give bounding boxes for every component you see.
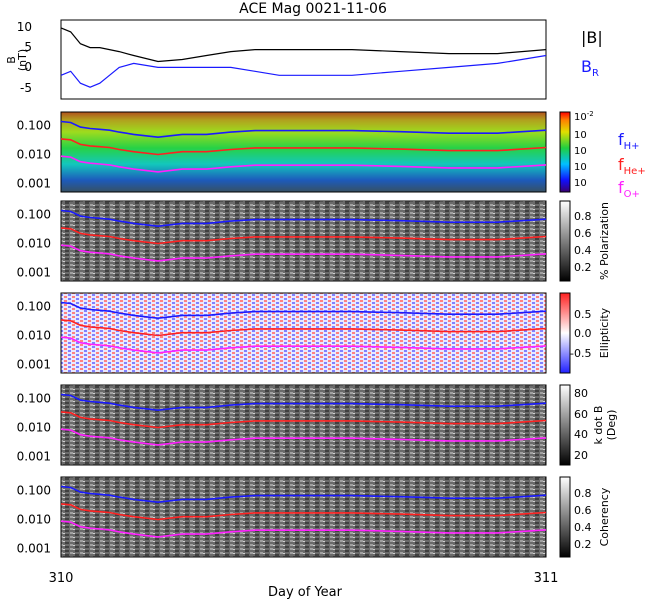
colorbar-ellipticity <box>559 292 571 374</box>
colorbar-polarization <box>559 200 571 282</box>
colorbar-kdotb <box>559 384 571 466</box>
panel-b-ylabel: B <box>5 56 18 64</box>
colorbar-kdotb-tick-2: 40 <box>574 428 588 441</box>
panel-polarization: 0.8 0.6 0.4 0.2 % Polarization <box>60 200 611 282</box>
gyro-line-heplus-panel-4 <box>60 319 547 337</box>
colorbar-pol-tick-0: 0.8 <box>574 210 592 223</box>
panel-b-yticks: 10 5 0 -5 <box>17 20 32 95</box>
colorbar-ell-tick-2: -0.5 <box>570 347 591 360</box>
freq-tick-label-panel-5: 0.010 <box>17 421 51 435</box>
panel-power: 10-2 10 10 10 10 fH+ fHe+ fO+ <box>60 110 646 200</box>
colorbar-coh-tick-0: 0.8 <box>574 487 592 500</box>
colorbar-coh-tick-3: 0.2 <box>574 538 592 551</box>
gyro-line-hplus-panel-2 <box>60 120 547 139</box>
freq-tick-label-panel-2: 0.001 <box>17 176 51 190</box>
gyro-line-oplus-panel-4 <box>60 336 547 354</box>
gyro-line-hplus-panel-5 <box>60 393 547 412</box>
colorbar-pol-title: % Polarization <box>598 202 611 280</box>
freq-tick-label-panel-4: 0.010 <box>17 329 51 343</box>
panel-polarization-frame <box>60 200 547 282</box>
freq-tick-label-panel-2: 0.100 <box>17 119 51 133</box>
colorbar-power-tick-4: 10 <box>574 178 587 189</box>
freq-tick-label-panel-6: 0.010 <box>17 513 51 527</box>
panel-ellipticity-frame <box>60 292 547 374</box>
colorbar-power-tick-0: 10-2 <box>574 110 594 123</box>
colorbar-kdotb-tick-3: 20 <box>574 449 588 462</box>
gyro-line-heplus-panel-2 <box>60 138 547 156</box>
colorbar-power <box>559 111 571 193</box>
freq-tick-label-panel-3: 0.100 <box>17 208 51 222</box>
colorbar-coh-title: Coherency <box>598 487 611 546</box>
series-br-line <box>60 54 547 88</box>
colorbar-ell-tick-1: 0.0 <box>574 327 592 340</box>
colorbar-pol-tick-3: 0.2 <box>574 261 592 274</box>
colorbar-kdotb-tick-1: 60 <box>574 408 588 421</box>
gyro-line-oplus-panel-2 <box>60 155 547 173</box>
panel-kdotb: 80 60 40 20 k dot B (Deg) <box>60 384 618 466</box>
gyro-line-heplus-panel-5 <box>60 411 547 429</box>
panel-b-field: 10 5 0 -5 B (nT) |B| BR <box>5 19 603 100</box>
freq-tick-label-panel-4: 0.001 <box>17 357 51 371</box>
x-axis-label: Day of Year <box>268 585 343 600</box>
series-bmag-line <box>60 27 547 63</box>
frequency-tick-labels: 0.100 0.010 0.001 0.100 0.010 0.001 0.100 0.010… <box>17 119 51 556</box>
colorbar-coh-tick-1: 0.6 <box>574 504 592 517</box>
ytick-0: 0 <box>24 60 32 74</box>
gyro-line-oplus-panel-3 <box>60 244 547 262</box>
colorbar-pol-tick-2: 0.4 <box>574 244 592 257</box>
chart-title: ACE Mag 0021-11-06 <box>239 1 387 17</box>
panel-ellipticity: 0.5 0.0 -0.5 Ellipticity <box>60 292 611 374</box>
gyro-line-hplus-panel-4 <box>60 301 547 320</box>
panel-b-frame <box>60 19 547 100</box>
panel-coherency-frame <box>60 476 547 558</box>
gyro-line-hplus-panel-6 <box>60 485 547 504</box>
freq-tick-label-panel-4: 0.100 <box>17 300 51 314</box>
xtick-310: 310 <box>49 571 74 586</box>
legend-br-label: BR <box>581 57 599 79</box>
freq-tick-label-panel-6: 0.100 <box>17 484 51 498</box>
colorbar-ell-tick-0: 0.5 <box>574 308 592 321</box>
xtick-311: 311 <box>534 571 559 586</box>
gyro-line-heplus-panel-6 <box>60 503 547 521</box>
gyro-line-heplus-panel-3 <box>60 227 547 245</box>
colorbar-kdotb-title: k dot B <box>592 406 605 445</box>
panel-power-frame <box>60 111 547 193</box>
colorbar-pol-tick-1: 0.6 <box>574 227 592 240</box>
freq-tick-label-panel-5: 0.001 <box>17 449 51 463</box>
ytick-5: 5 <box>24 40 32 54</box>
colorbar-power-tick-1: 10 <box>574 130 587 141</box>
colorbar-kdotb-tick-0: 80 <box>574 387 588 400</box>
panel-coherency: 0.8 0.6 0.4 0.2 Coherency <box>60 476 611 558</box>
colorbar-kdotb-unit: (Deg) <box>605 410 618 441</box>
panel-kdotb-frame <box>60 384 547 466</box>
freq-tick-label-panel-3: 0.010 <box>17 237 51 251</box>
colorbar-ell-title: Ellipticity <box>598 307 611 358</box>
freq-tick-label-panel-6: 0.001 <box>17 541 51 555</box>
colorbar-coherency <box>559 476 571 558</box>
colorbar-power-tick-2: 10 <box>574 146 587 157</box>
legend-fh-label: fH+ <box>618 130 640 152</box>
freq-tick-label-panel-5: 0.100 <box>17 392 51 406</box>
freq-tick-label-panel-2: 0.010 <box>17 148 51 162</box>
legend-fhe-label: fHe+ <box>618 155 646 177</box>
gyro-line-oplus-panel-6 <box>60 520 547 538</box>
panel-b-ylabel-unit: (nT) <box>16 49 29 71</box>
colorbar-coh-tick-2: 0.4 <box>574 521 592 534</box>
freq-tick-label-panel-3: 0.001 <box>17 265 51 279</box>
legend-bmag-label: |B| <box>581 28 603 47</box>
ytick-10: 10 <box>17 20 32 34</box>
gyro-line-oplus-panel-5 <box>60 428 547 446</box>
ytick-neg5: -5 <box>20 81 32 95</box>
gyrofrequency-lines <box>60 120 547 538</box>
gyro-line-hplus-panel-3 <box>60 209 547 228</box>
legend-fo-label: fO+ <box>618 178 640 200</box>
colorbar-power-tick-3: 10 <box>574 162 587 173</box>
